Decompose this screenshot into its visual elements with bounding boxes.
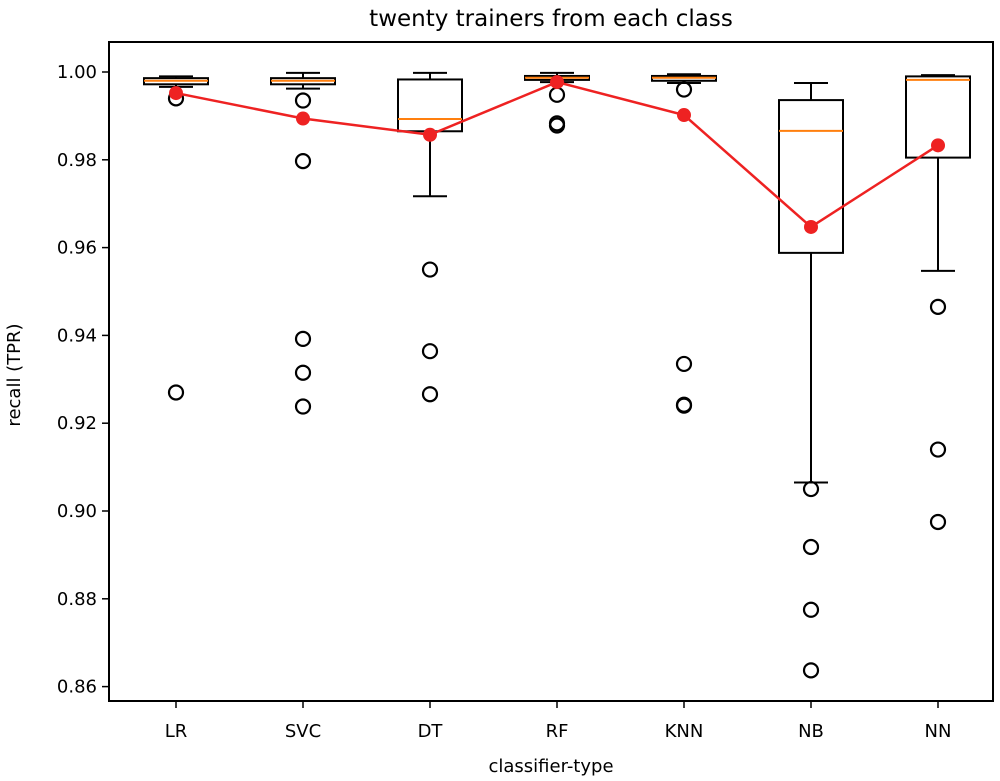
y-tick-label: 0.92 <box>57 413 97 434</box>
outlier-marker <box>802 480 820 498</box>
x-tick-label: LR <box>165 721 188 742</box>
box-knn <box>651 73 717 414</box>
x-tick-label: NB <box>798 721 824 742</box>
mean-marker <box>931 138 945 153</box>
y-tick-label: 0.90 <box>57 501 97 522</box>
box-nb <box>778 81 844 679</box>
box-body <box>905 75 971 159</box>
y-tick-label: 0.98 <box>57 150 97 171</box>
outlier-marker <box>167 384 185 401</box>
outlier-marker <box>294 92 312 109</box>
x-axis-label: classifier-type <box>488 756 613 777</box>
outlier-marker <box>548 86 566 103</box>
outlier-marker <box>421 261 439 278</box>
box-body <box>778 99 844 254</box>
outlier-marker <box>294 364 312 381</box>
x-tick-label: DT <box>418 721 444 742</box>
x-axis: LR SVC DT RF KNN NB NN <box>165 701 952 742</box>
outlier-marker <box>802 662 820 679</box>
outlier-marker <box>421 343 439 360</box>
box-svc <box>270 71 336 415</box>
outlier-marker <box>421 386 439 403</box>
mean-marker <box>677 108 691 123</box>
y-axis-label: recall (TPR) <box>4 323 25 426</box>
outlier-marker <box>294 398 312 415</box>
outlier-marker <box>929 298 947 315</box>
x-tick-label: SVC <box>285 721 321 742</box>
mean-marker <box>804 219 818 234</box>
y-tick-label: 0.94 <box>57 325 97 346</box>
outlier-marker <box>675 397 693 414</box>
x-tick-label: RF <box>546 721 569 742</box>
axes-frame <box>108 41 994 702</box>
outlier-marker <box>548 117 566 134</box>
plot-area <box>143 71 971 679</box>
mean-marker <box>296 111 310 126</box>
box-nn <box>905 74 971 531</box>
mean-marker <box>423 127 437 142</box>
outlier-marker <box>802 538 820 556</box>
mean-line <box>175 80 939 229</box>
y-tick-label: 0.86 <box>57 677 97 698</box>
y-tick-label: 0.88 <box>57 589 97 610</box>
outlier-marker <box>675 81 693 98</box>
y-tick-label: 0.96 <box>57 238 97 259</box>
outlier-marker <box>294 330 312 348</box>
mean-marker <box>169 86 183 101</box>
box-lr <box>143 75 209 401</box>
mean-marker <box>550 75 564 90</box>
chart-title: twenty trainers from each class <box>369 6 733 32</box>
outlier-marker <box>294 153 312 170</box>
outlier-marker <box>929 441 947 458</box>
x-tick-label: KNN <box>665 721 704 742</box>
outlier-marker <box>929 513 947 531</box>
box-dt <box>397 71 463 403</box>
y-axis: 0.86 0.88 0.90 0.92 0.94 0.96 0.98 1.00 <box>57 62 109 698</box>
outlier-marker <box>675 355 693 373</box>
outlier-marker <box>802 601 820 618</box>
x-tick-label: NN <box>925 721 952 742</box>
y-tick-label: 1.00 <box>57 62 97 83</box>
box-body <box>397 78 463 133</box>
